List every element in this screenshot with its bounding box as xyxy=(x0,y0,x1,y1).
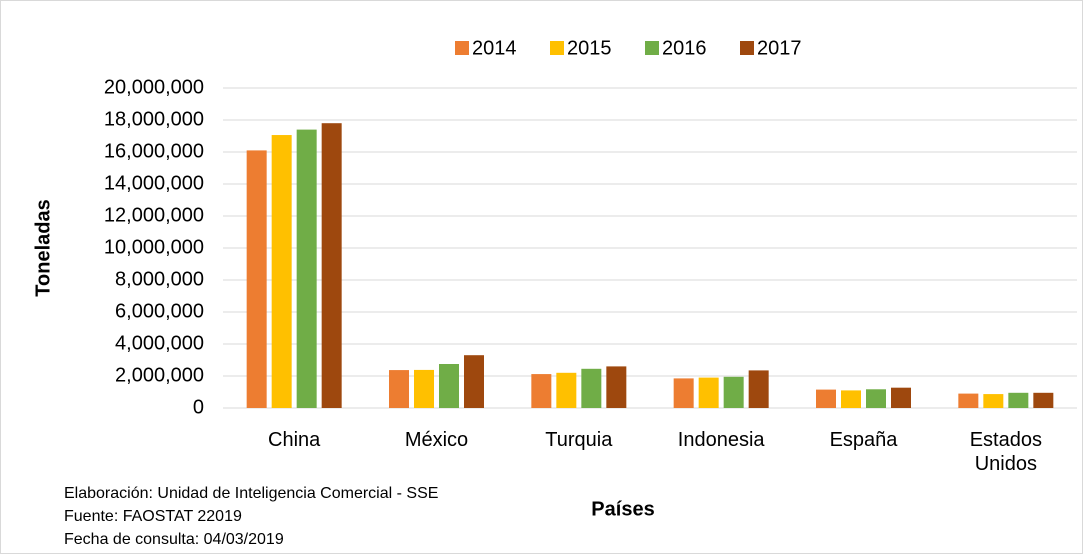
footnote: Elaboración: Unidad de Inteligencia Come… xyxy=(64,485,438,502)
footnote: Fuente: FAOSTAT 22019 xyxy=(64,508,242,525)
bar xyxy=(698,377,719,408)
y-tick-label: 8,000,000 xyxy=(115,268,204,290)
bar xyxy=(1033,392,1054,408)
bar xyxy=(891,387,911,408)
bar xyxy=(414,369,434,408)
x-tick-label: México xyxy=(404,429,469,451)
legend-swatch xyxy=(550,41,564,55)
x-axis-title: Países xyxy=(591,498,654,520)
x-tick-label: Turquia xyxy=(545,429,613,451)
bar xyxy=(439,364,459,408)
y-tick-label: 2,000,000 xyxy=(115,364,204,386)
legend-label: 2014 xyxy=(472,37,517,59)
legend-swatch xyxy=(645,41,659,55)
bar xyxy=(866,389,886,408)
bar xyxy=(958,393,979,408)
legend-swatch xyxy=(455,41,469,55)
bar xyxy=(606,366,627,408)
bar xyxy=(841,390,861,408)
x-tick-label: España xyxy=(829,429,898,451)
legend-swatch xyxy=(740,41,754,55)
bar xyxy=(271,135,292,409)
x-tick-label: China xyxy=(268,429,321,451)
bar xyxy=(983,394,1004,408)
bar xyxy=(816,389,836,408)
bar xyxy=(531,374,552,408)
bar xyxy=(673,378,694,408)
x-tick-label: Indonesia xyxy=(677,429,765,451)
bar xyxy=(296,129,317,408)
legend-label: 2016 xyxy=(662,37,707,59)
y-tick-label: 0 xyxy=(193,396,204,418)
bar xyxy=(246,150,267,408)
y-tick-label: 6,000,000 xyxy=(115,300,204,322)
y-tick-label: 4,000,000 xyxy=(115,332,204,354)
legend-label: 2015 xyxy=(567,37,612,59)
bar xyxy=(581,368,602,408)
footnote: Fecha de consulta: 04/03/2019 xyxy=(64,531,284,548)
y-tick-label: 20,000,000 xyxy=(104,76,204,98)
y-tick-label: 18,000,000 xyxy=(104,108,204,130)
bar xyxy=(723,376,744,408)
y-tick-label: 16,000,000 xyxy=(104,140,204,162)
x-tick-label: Estados Unidos xyxy=(969,429,1042,475)
bar xyxy=(748,370,769,408)
y-tick-label: 12,000,000 xyxy=(104,204,204,226)
bar xyxy=(1008,392,1029,408)
bar xyxy=(464,355,484,408)
bar xyxy=(321,123,342,408)
bar xyxy=(389,370,409,408)
y-axis-title: Toneladas xyxy=(32,199,54,296)
legend-label: 2017 xyxy=(757,37,802,59)
y-tick-label: 10,000,000 xyxy=(104,236,204,258)
bar xyxy=(556,372,577,408)
y-tick-label: 14,000,000 xyxy=(104,172,204,194)
